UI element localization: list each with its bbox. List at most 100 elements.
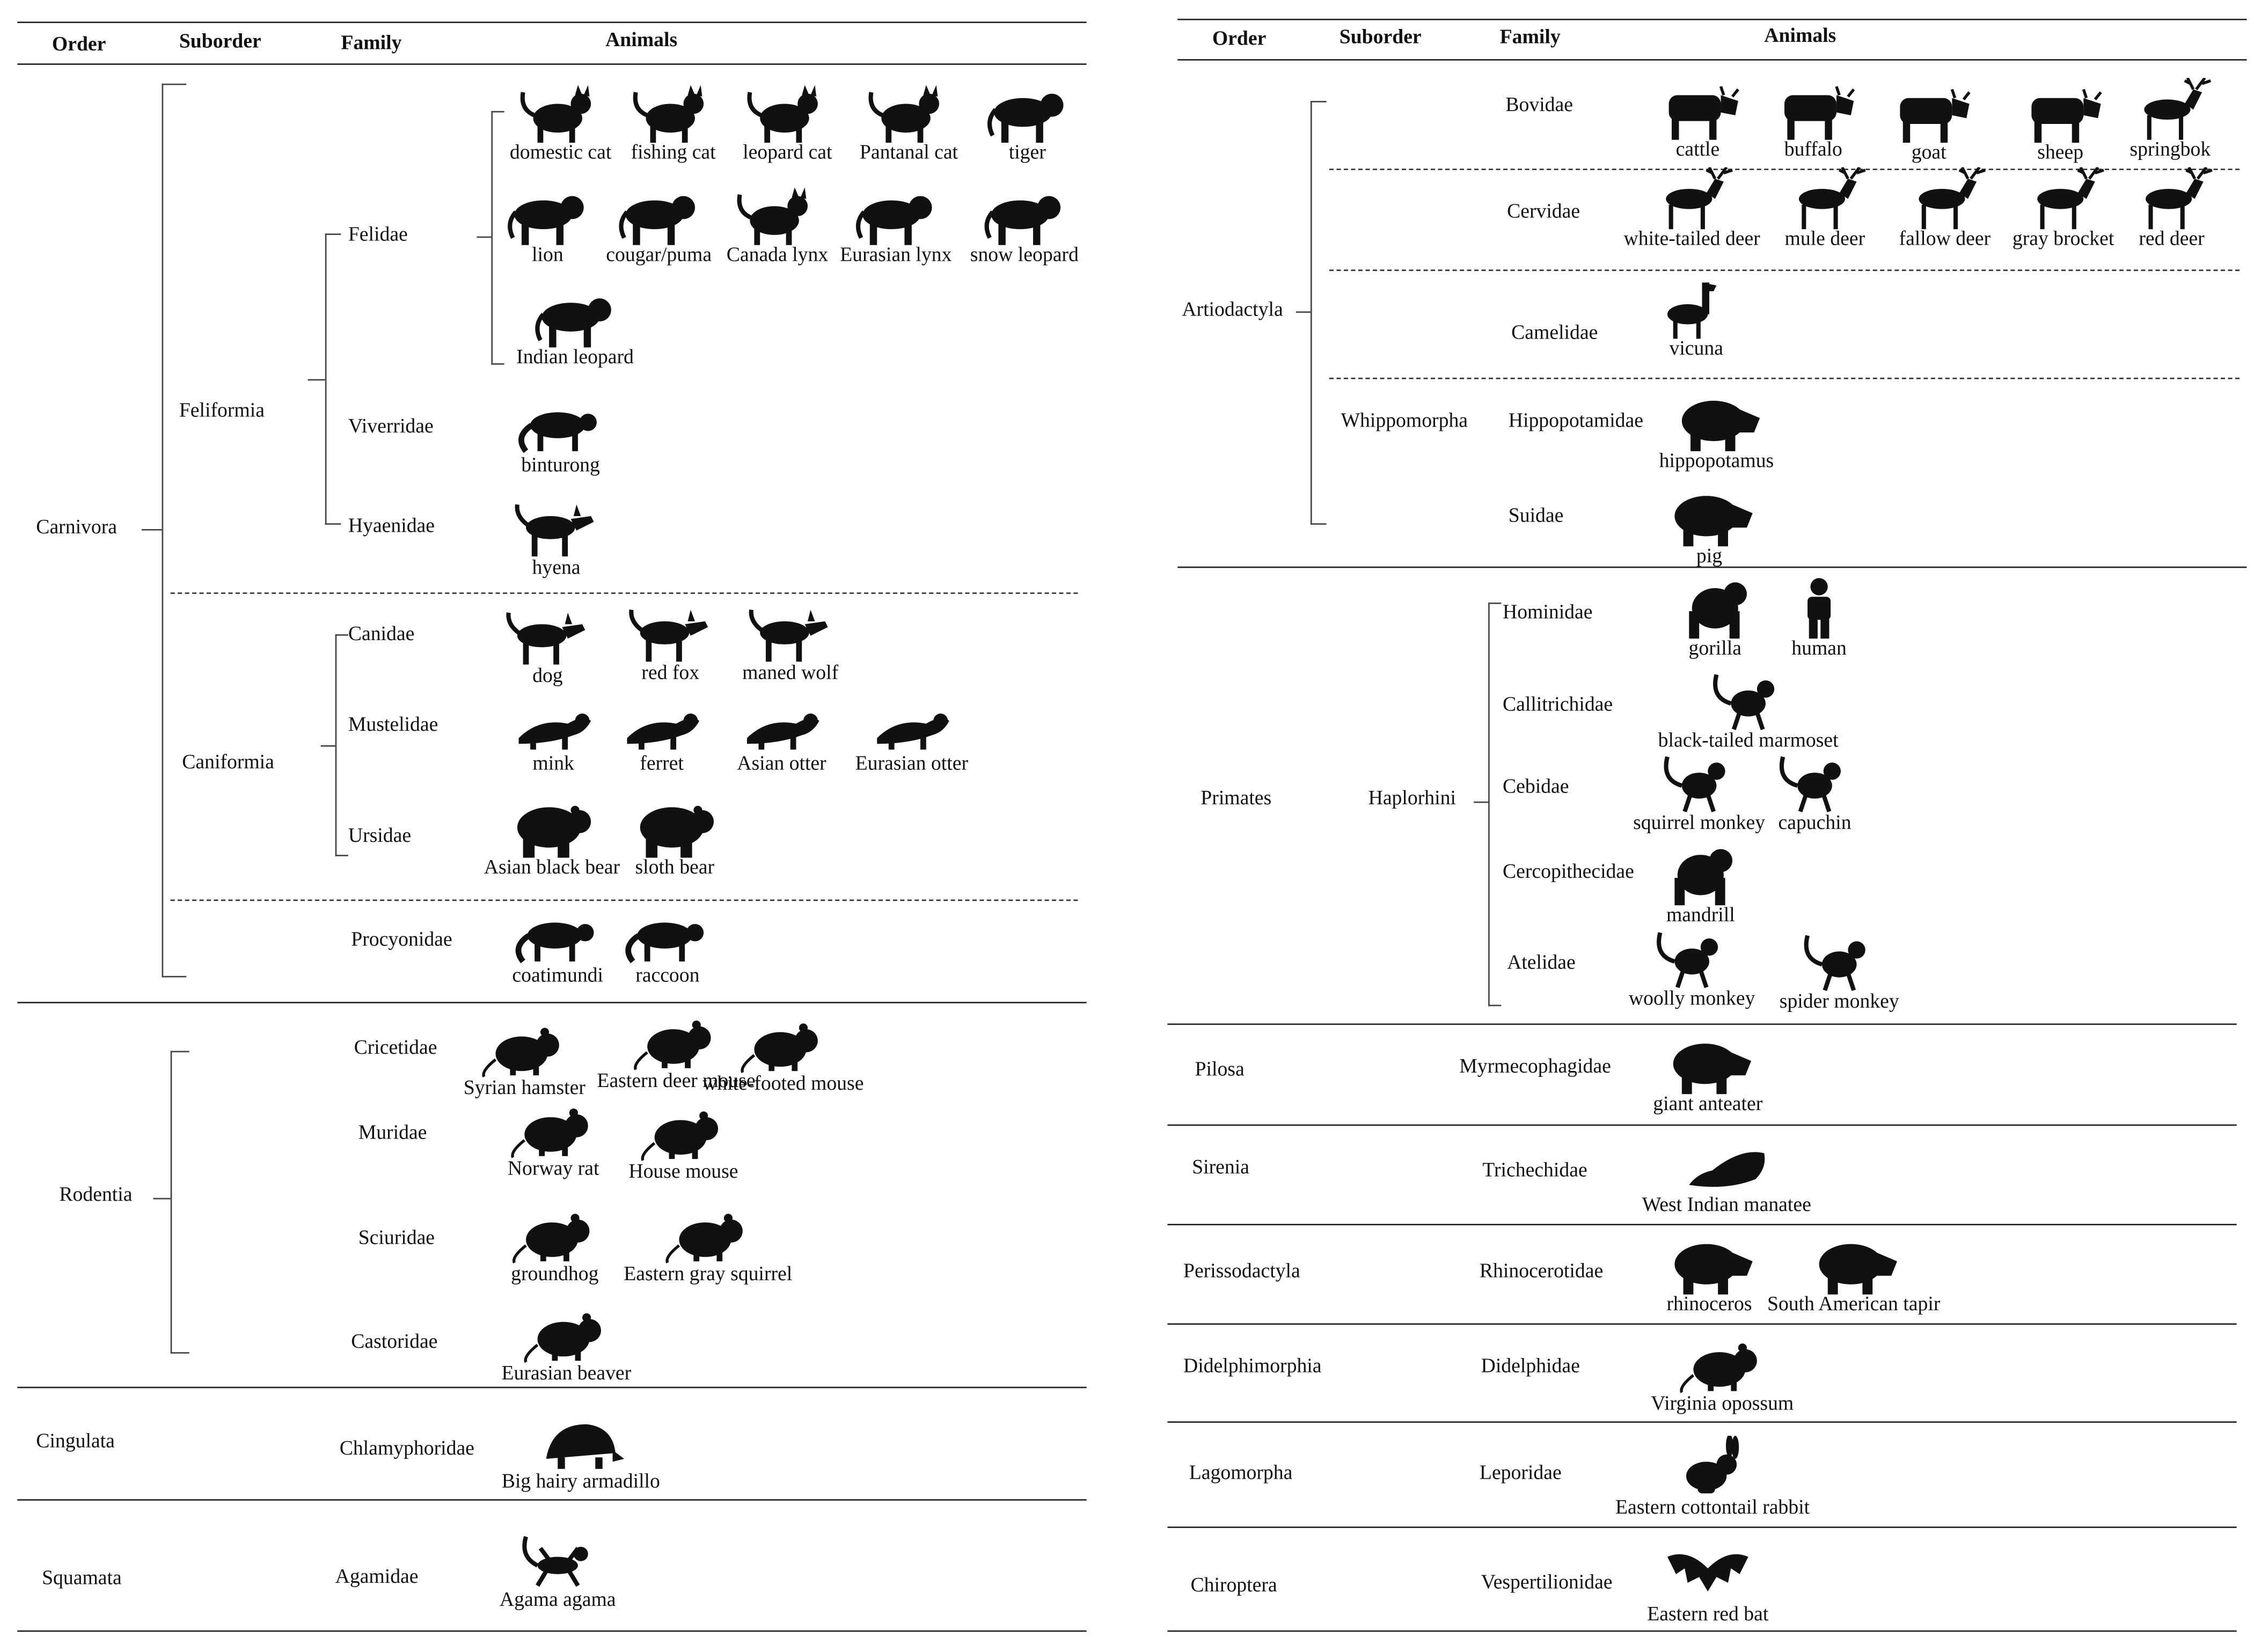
order-label: Carnivora bbox=[36, 517, 118, 539]
bracket-tick bbox=[1474, 801, 1489, 803]
animal-label: Agama agama bbox=[499, 1590, 616, 1612]
animal-label: West Indian manatee bbox=[1642, 1195, 1811, 1217]
animal-west-indian-manatee: West Indian manatee bbox=[1642, 1133, 1811, 1217]
animal-label: dog bbox=[532, 666, 563, 688]
animal-label: Asian black bear bbox=[484, 857, 620, 879]
hippo-icon bbox=[1681, 400, 1760, 451]
header-order-right: Order bbox=[1212, 28, 1267, 51]
header-family-left: Family bbox=[341, 33, 402, 55]
fox-icon bbox=[627, 601, 714, 664]
animal-label: springbok bbox=[2129, 139, 2211, 161]
order-label: Rodentia bbox=[59, 1185, 133, 1207]
animal-woolly-monkey: woolly monkey bbox=[1627, 927, 1757, 1011]
animal-binturong: binturong bbox=[495, 393, 625, 477]
animal-agama: Agama agama bbox=[493, 1528, 623, 1612]
family-label: Rhinocerotidae bbox=[1479, 1261, 1604, 1283]
bracket bbox=[170, 1051, 189, 1354]
divider-solid bbox=[1167, 1023, 2237, 1025]
order-label: Sirenia bbox=[1192, 1157, 1249, 1179]
animal-dog: dog bbox=[482, 604, 612, 688]
deer-icon bbox=[2020, 167, 2107, 231]
cattle-icon bbox=[1655, 78, 1741, 141]
rabbit-icon bbox=[1686, 1435, 1739, 1494]
cat-icon bbox=[744, 80, 831, 144]
pig-icon bbox=[1674, 496, 1753, 547]
animal-eastern-deer-mouse: Eastern deer mouse bbox=[597, 1009, 756, 1093]
animal-label: Norway rat bbox=[507, 1159, 599, 1181]
binturong-icon bbox=[517, 393, 604, 457]
rhino-icon bbox=[1674, 1244, 1753, 1295]
animal-label: mule deer bbox=[1784, 229, 1865, 251]
wolf-icon bbox=[747, 601, 834, 664]
animal-label: white-tailed deer bbox=[1623, 229, 1760, 251]
animal-mule-deer: mule deer bbox=[1760, 167, 1890, 251]
buffalo-icon bbox=[1770, 78, 1857, 141]
deer-icon bbox=[1901, 167, 1988, 231]
armadillo-icon bbox=[546, 1424, 625, 1469]
animal-gorilla: gorilla bbox=[1650, 577, 1780, 660]
animal-eastern-red-bat: Eastern red bat bbox=[1643, 1543, 1773, 1626]
order-label: Primates bbox=[1201, 788, 1272, 810]
animal-label: Eastern gray squirrel bbox=[624, 1264, 793, 1286]
header-suborder-left: Suborder bbox=[179, 32, 261, 54]
animal-label: cougar/puma bbox=[606, 245, 712, 267]
bracket-tick bbox=[141, 529, 162, 531]
header-family-right: Family bbox=[1499, 27, 1561, 49]
animal-label: gorilla bbox=[1688, 638, 1741, 660]
animal-label: squirrel monkey bbox=[1633, 813, 1766, 835]
animal-fallow-deer: fallow deer bbox=[1880, 167, 2010, 251]
animal-norway-rat: Norway rat bbox=[488, 1097, 618, 1181]
order-label: Perissodactyla bbox=[1183, 1261, 1300, 1283]
animal-label: red fox bbox=[641, 663, 700, 685]
animal-label: Asian otter bbox=[737, 754, 826, 776]
animal-label: pig bbox=[1696, 546, 1723, 568]
animal-giant-anteater: giant anteater bbox=[1643, 1032, 1773, 1116]
divider-solid bbox=[17, 1386, 1087, 1389]
header-animals-left: Animals bbox=[605, 30, 678, 52]
animal-black-tailed-marmoset: black-tailed marmoset bbox=[1658, 669, 1839, 753]
family-label: Cricetidae bbox=[354, 1038, 437, 1060]
bracket-tick bbox=[153, 1198, 171, 1200]
animal-label: rhinoceros bbox=[1666, 1294, 1752, 1316]
hamster-icon bbox=[481, 1016, 568, 1080]
otter-icon bbox=[877, 713, 949, 750]
animal-label: white-footed mouse bbox=[702, 1074, 864, 1096]
family-label: Cebidae bbox=[1502, 777, 1569, 799]
monkey-icon bbox=[1656, 751, 1743, 814]
divider-solid bbox=[1167, 1224, 2237, 1225]
family-label: Ursidae bbox=[348, 826, 412, 848]
animal-label: Syrian hamster bbox=[463, 1078, 586, 1100]
animal-human: human bbox=[1754, 577, 1884, 660]
gorilla-icon bbox=[1689, 582, 1747, 639]
animal-label: House mouse bbox=[628, 1162, 738, 1184]
family-label: Suidae bbox=[1508, 506, 1564, 528]
bottom-rule-right bbox=[1167, 1630, 2237, 1632]
bracket-tick bbox=[320, 745, 335, 747]
animal-eurasian-lynx: Eurasian lynx bbox=[831, 183, 961, 267]
bracket bbox=[325, 233, 341, 525]
dog-icon bbox=[504, 604, 591, 667]
llama-icon bbox=[1667, 282, 1717, 339]
animal-label: Pantanal cat bbox=[859, 142, 958, 165]
animal-south-american-tapir: South American tapir bbox=[1767, 1232, 1940, 1316]
animal-label: woolly monkey bbox=[1628, 989, 1755, 1011]
family-label: Bovidae bbox=[1505, 95, 1573, 117]
order-label: Pilosa bbox=[1195, 1059, 1245, 1082]
animal-maned-wolf: maned wolf bbox=[726, 601, 855, 685]
family-label: Procyonidae bbox=[351, 929, 452, 952]
animal-label: mink bbox=[532, 754, 574, 776]
leopard-icon bbox=[532, 285, 619, 349]
animal-label: mandrill bbox=[1666, 905, 1735, 927]
animal-mink: mink bbox=[488, 692, 618, 776]
groundhog-icon bbox=[511, 1202, 598, 1266]
animal-label: black-tailed marmoset bbox=[1658, 731, 1839, 753]
animal-label: Big hairy armadillo bbox=[501, 1472, 660, 1494]
bracket bbox=[491, 111, 504, 365]
animal-tiger: tiger bbox=[962, 80, 1092, 164]
animal-lion: lion bbox=[482, 183, 612, 267]
anteater-icon bbox=[1673, 1044, 1752, 1095]
tiger-icon bbox=[984, 80, 1071, 144]
animal-goat: goat bbox=[1864, 80, 1994, 164]
animal-fishing-cat: fishing cat bbox=[608, 80, 738, 164]
divider-solid bbox=[1167, 1526, 2237, 1528]
